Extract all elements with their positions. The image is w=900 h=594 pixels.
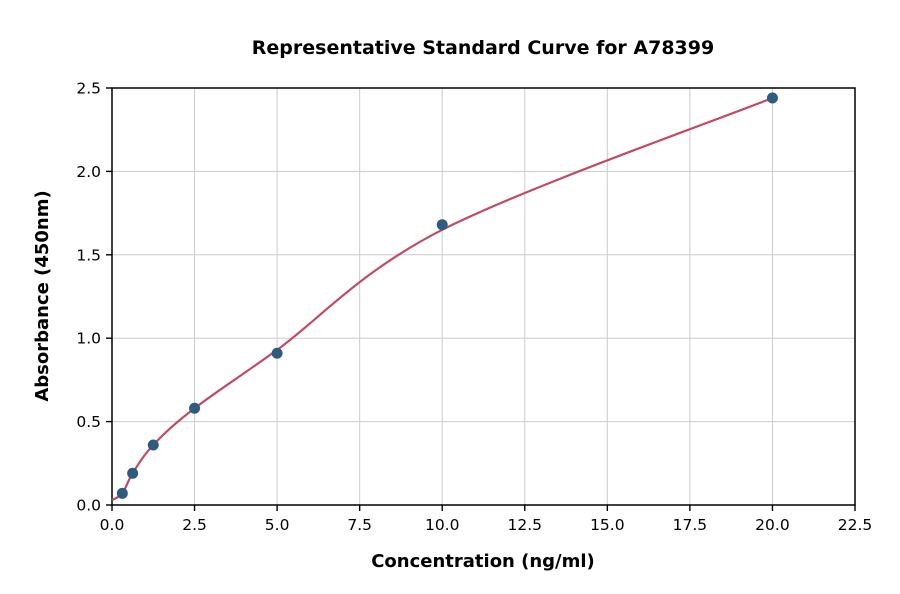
y-tick-label: 0.0 bbox=[76, 497, 101, 515]
x-tick-label: 5.0 bbox=[265, 516, 290, 534]
y-tick-label: 1.0 bbox=[76, 330, 101, 348]
x-axis-label: Concentration (ng/ml) bbox=[371, 551, 595, 572]
x-tick-label: 2.5 bbox=[182, 516, 207, 534]
grid-lines bbox=[111, 87, 856, 506]
fitted-curve bbox=[111, 96, 773, 501]
y-tick-label: 2.0 bbox=[76, 163, 101, 181]
x-tick-label: 22.5 bbox=[838, 516, 873, 534]
axis-ticks: 0.0 2.5 5.0 7.5 10.0 12.5 15.0 17.5 20.0 22.5 0.0 0… bbox=[76, 80, 872, 535]
x-tick-label: 15.0 bbox=[590, 516, 625, 534]
chart-title: Representative Standard Curve for A78399 bbox=[252, 37, 714, 59]
x-tick-label: 7.5 bbox=[347, 516, 372, 534]
x-tick-label: 20.0 bbox=[755, 516, 790, 534]
plot-border bbox=[111, 87, 856, 506]
x-tick-label: 10.0 bbox=[425, 516, 460, 534]
y-axis-label: Absorbance (450nm) bbox=[32, 190, 53, 401]
standard-data-point bbox=[436, 219, 448, 231]
y-tick-label: 2.5 bbox=[76, 80, 101, 98]
y-tick-label: 0.5 bbox=[76, 413, 101, 431]
standard-data-point bbox=[127, 467, 139, 479]
x-tick-label: 0.0 bbox=[100, 516, 125, 534]
x-tick-label: 17.5 bbox=[673, 516, 708, 534]
standard-data-point bbox=[147, 439, 159, 451]
x-tick-label: 12.5 bbox=[508, 516, 543, 534]
data-points bbox=[116, 92, 778, 499]
y-tick-label: 1.5 bbox=[76, 246, 101, 264]
standard-data-point bbox=[766, 92, 778, 104]
standard-data-point bbox=[189, 402, 201, 414]
standard-data-point bbox=[116, 487, 128, 499]
standard-data-point bbox=[271, 347, 283, 359]
